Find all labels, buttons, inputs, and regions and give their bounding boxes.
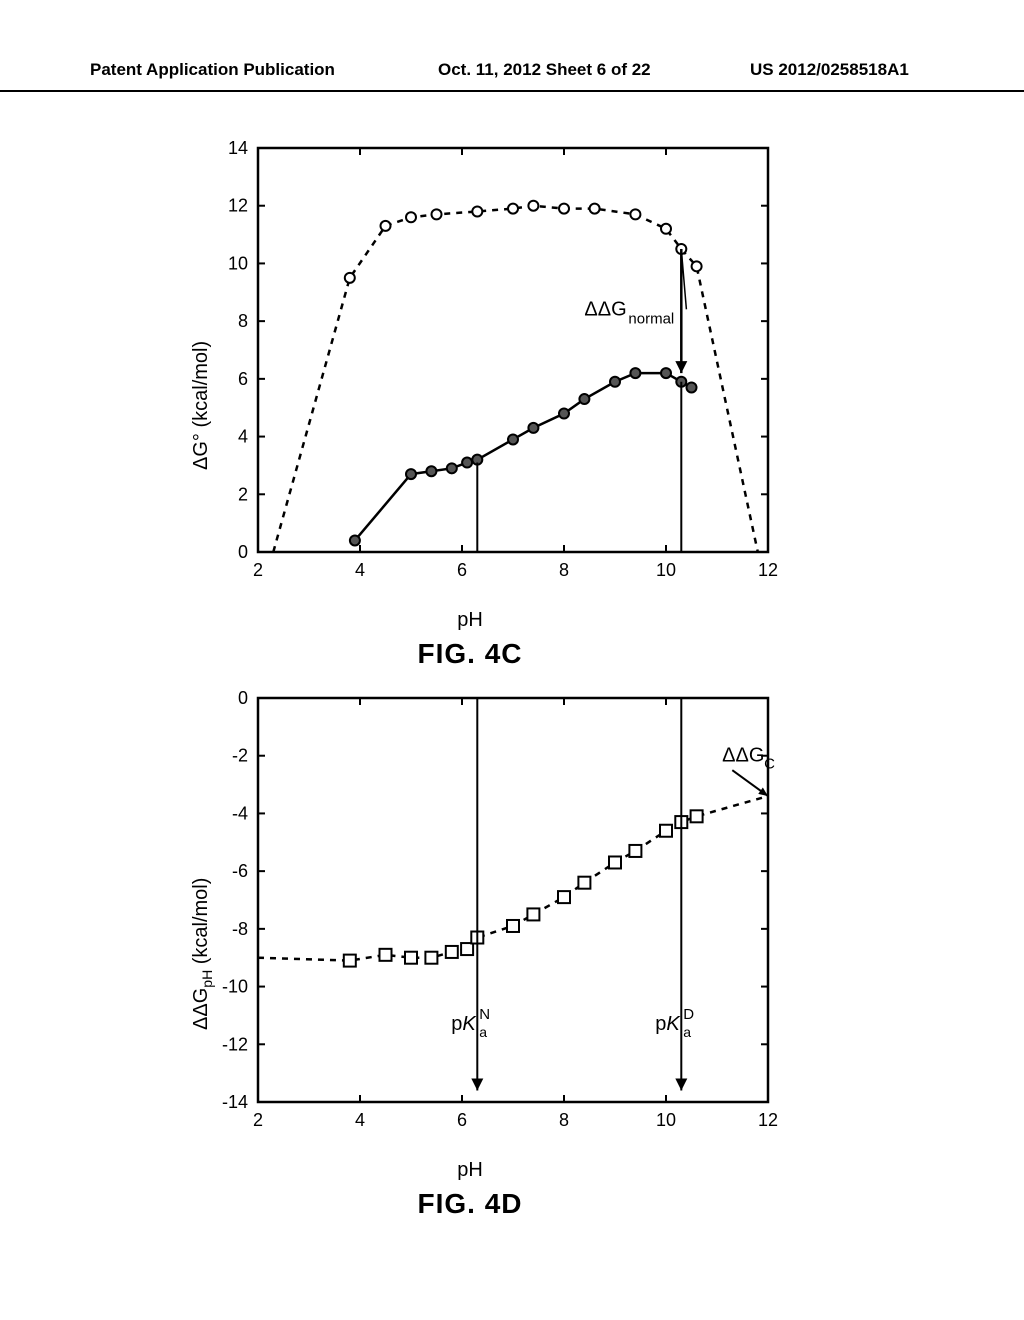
svg-text:-12: -12 [222,1034,248,1054]
svg-text:a: a [683,1024,691,1040]
header-right: US 2012/0258518A1 [750,60,909,80]
svg-text:-10: -10 [222,977,248,997]
svg-text:C: C [764,755,775,772]
svg-text:pK: pK [655,1013,681,1035]
svg-text:8: 8 [559,560,569,580]
svg-text:10: 10 [228,253,248,273]
svg-text:0: 0 [238,688,248,708]
svg-text:ΔΔG: ΔΔG [722,744,764,766]
svg-text:6: 6 [457,560,467,580]
svg-text:12: 12 [758,1110,778,1130]
svg-text:2: 2 [253,560,263,580]
svg-text:10: 10 [656,1110,676,1130]
svg-text:12: 12 [228,196,248,216]
svg-text:8: 8 [238,311,248,331]
svg-text:12: 12 [758,560,778,580]
svg-text:-8: -8 [232,919,248,939]
svg-text:pK: pK [451,1013,477,1035]
svg-text:4: 4 [238,427,248,447]
svg-text:14: 14 [228,138,248,158]
svg-text:-14: -14 [222,1092,248,1112]
svg-text:6: 6 [238,369,248,389]
svg-text:ΔΔG: ΔΔG [584,298,626,320]
svg-text:4: 4 [355,560,365,580]
chart-d-title: FIG. 4D [150,1188,790,1220]
figure-4d: ΔΔGpH (kcal/mol) 2 4 6 8 10 12 -14 -12 -10 -8 -6 -4… [150,680,790,1220]
svg-text:-6: -6 [232,861,248,881]
chart-c-ylabel: ΔG° (kcal/mol) [190,341,213,470]
svg-text:-4: -4 [232,803,248,823]
svg-text:N: N [479,1006,490,1023]
chart-c-title: FIG. 4C [150,638,790,670]
svg-text:0: 0 [238,542,248,562]
chart-d-xlabel: pH [150,1159,790,1182]
svg-text:-2: -2 [232,746,248,766]
svg-text:6: 6 [457,1110,467,1130]
svg-text:normal: normal [628,310,674,327]
figure-4c: ΔG° (kcal/mol) 2468101202468101214ΔΔGnor… [150,130,790,670]
svg-text:a: a [479,1024,487,1040]
chart-d-svg: 24681012-14-12-10-8-6-4-20ΔΔGCpKaNpKaD [150,680,790,1150]
svg-text:8: 8 [559,1110,569,1130]
svg-text:4: 4 [355,1110,365,1130]
chart-c-svg: 2468101202468101214ΔΔGnormal [150,130,790,600]
svg-text:2: 2 [238,484,248,504]
header-left: Patent Application Publication [90,60,335,80]
svg-text:D: D [683,1006,694,1023]
svg-text:2: 2 [253,1110,263,1130]
page-header: Patent Application Publication Oct. 11, … [0,60,1024,92]
chart-d-ylabel: ΔΔGpH (kcal/mol) [190,878,215,1030]
svg-text:10: 10 [656,560,676,580]
chart-c-xlabel: pH [150,609,790,632]
header-center: Oct. 11, 2012 Sheet 6 of 22 [438,60,651,80]
